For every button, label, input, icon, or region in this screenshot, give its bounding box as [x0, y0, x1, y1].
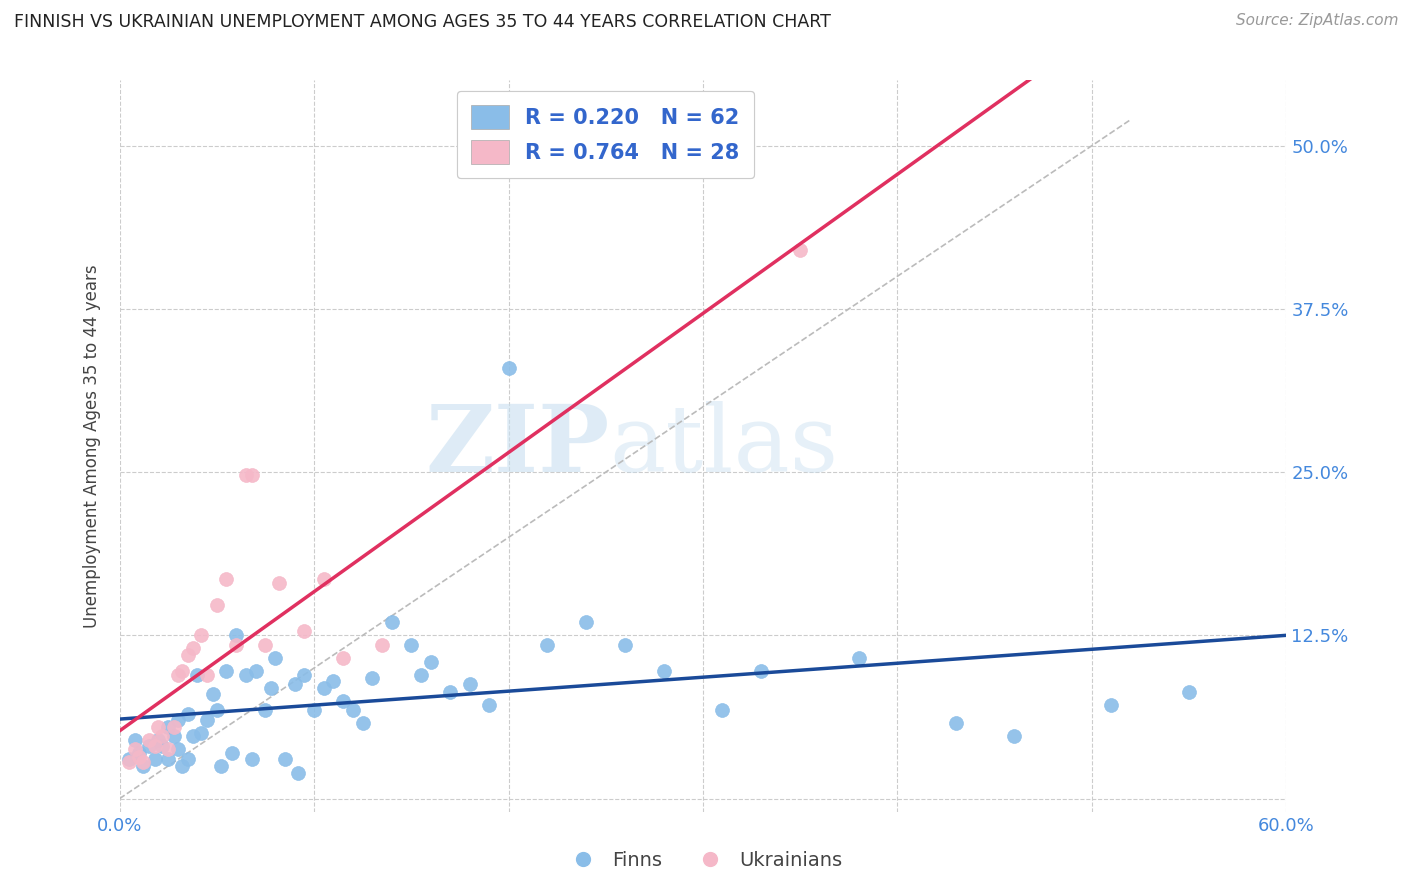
Point [419, 655, 441, 669]
Point [332, 650, 354, 665]
Point [235, 467, 257, 482]
Point [260, 681, 283, 695]
Point [342, 703, 364, 717]
Point [254, 638, 277, 652]
Point [245, 664, 267, 678]
Point [128, 749, 150, 764]
Text: atlas: atlas [610, 401, 839, 491]
Point [143, 739, 166, 754]
Point [1178, 684, 1201, 698]
Point [183, 729, 205, 743]
Point [221, 746, 243, 760]
Point [652, 664, 675, 678]
Point [143, 752, 166, 766]
Point [264, 650, 287, 665]
Point [201, 687, 224, 701]
Point [322, 674, 344, 689]
Text: Source: ZipAtlas.com: Source: ZipAtlas.com [1236, 13, 1399, 29]
Point [751, 664, 773, 678]
Point [498, 360, 520, 375]
Point [312, 572, 335, 586]
Point [267, 576, 290, 591]
Point [292, 624, 315, 639]
Point [614, 638, 637, 652]
Point [409, 667, 432, 681]
Legend: Finns, Ukrainians: Finns, Ukrainians [555, 843, 851, 878]
Point [132, 759, 155, 773]
Point [128, 746, 150, 760]
Point [399, 638, 422, 652]
Point [205, 703, 228, 717]
Text: FINNISH VS UKRAINIAN UNEMPLOYMENT AMONG AGES 35 TO 44 YEARS CORRELATION CHART: FINNISH VS UKRAINIAN UNEMPLOYMENT AMONG … [14, 13, 831, 31]
Point [150, 739, 173, 754]
Point [225, 628, 247, 642]
Point [118, 752, 141, 766]
Point [138, 732, 160, 747]
Point [209, 759, 232, 773]
Point [170, 759, 193, 773]
Point [478, 698, 501, 712]
Point [176, 752, 198, 766]
Point [195, 667, 218, 681]
Point [439, 684, 461, 698]
Point [150, 729, 173, 743]
Point [215, 664, 238, 678]
Point [274, 752, 297, 766]
Point [148, 720, 170, 734]
Point [176, 648, 198, 662]
Point [118, 755, 141, 769]
Point [225, 638, 247, 652]
Y-axis label: Unemployment Among Ages 35 to 44 years: Unemployment Among Ages 35 to 44 years [83, 264, 101, 628]
Point [292, 667, 315, 681]
Point [166, 742, 188, 756]
Point [157, 720, 180, 734]
Point [1002, 729, 1025, 743]
Point [170, 664, 193, 678]
Point [536, 638, 558, 652]
Point [371, 638, 394, 652]
Point [352, 715, 374, 730]
Point [240, 467, 263, 482]
Point [711, 703, 734, 717]
Point [138, 739, 160, 754]
Point [302, 703, 325, 717]
Point [287, 765, 309, 780]
Point [148, 732, 170, 747]
Point [381, 615, 404, 630]
Point [240, 752, 263, 766]
Point [235, 667, 257, 681]
Point [254, 703, 277, 717]
Text: ZIP: ZIP [426, 401, 610, 491]
Point [945, 715, 967, 730]
Point [166, 714, 188, 728]
Point [186, 667, 208, 681]
Point [283, 676, 307, 690]
Point [163, 729, 186, 743]
Point [163, 720, 186, 734]
Point [166, 667, 188, 681]
Point [124, 732, 146, 747]
Point [205, 599, 228, 613]
Point [190, 726, 212, 740]
Point [1099, 698, 1122, 712]
Legend: R = 0.220   N = 62, R = 0.764   N = 28: R = 0.220 N = 62, R = 0.764 N = 28 [457, 91, 754, 178]
Point [789, 243, 811, 257]
Point [332, 694, 354, 708]
Point [157, 752, 180, 766]
Point [215, 572, 238, 586]
Point [458, 676, 481, 690]
Point [190, 628, 212, 642]
Point [848, 650, 870, 665]
Point [195, 714, 218, 728]
Point [183, 641, 205, 656]
Point [361, 672, 384, 686]
Point [312, 681, 335, 695]
Point [157, 742, 180, 756]
Point [132, 755, 155, 769]
Point [124, 742, 146, 756]
Point [176, 706, 198, 721]
Point [575, 615, 598, 630]
